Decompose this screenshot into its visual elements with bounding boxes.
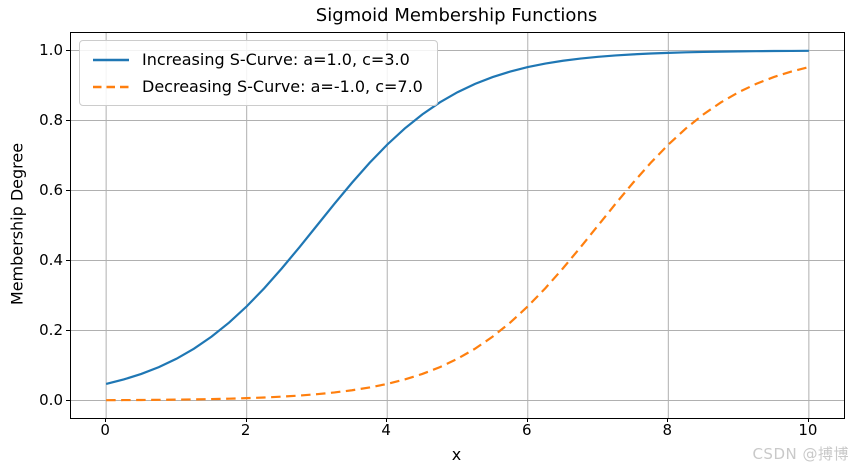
y-axis-label: Membership Degree xyxy=(7,142,27,306)
x-tick-mark-4 xyxy=(667,418,669,422)
y-tick-label-0.0: 0.0 xyxy=(39,390,63,409)
x-tick-mark-3 xyxy=(526,418,528,422)
x-tick-mark-0 xyxy=(105,418,107,422)
y-tick-label-0.4: 0.4 xyxy=(39,250,63,269)
watermark: CSDN @搏博 xyxy=(752,445,849,463)
x-tick-label-8: 8 xyxy=(662,421,673,439)
y-tick-mark-4 xyxy=(66,119,70,121)
legend-label-decreasing: Decreasing S-Curve: a=-1.0, c=7.0 xyxy=(142,77,423,96)
y-tick-label-1.0: 1.0 xyxy=(39,40,63,59)
legend-entry-decreasing: Decreasing S-Curve: a=-1.0, c=7.0 xyxy=(92,75,423,98)
x-axis-label: x xyxy=(451,445,462,464)
x-tick-label-6: 6 xyxy=(522,421,532,439)
x-tick-mark-5 xyxy=(807,418,809,422)
series-line-increasing-s-curve xyxy=(105,49,809,385)
legend-entry-increasing: Increasing S-Curve: a=1.0, c=3.0 xyxy=(92,48,423,71)
legend: Increasing S-Curve: a=1.0, c=3.0 Decreas… xyxy=(79,40,438,106)
legend-line-sample-dashed xyxy=(93,85,129,88)
y-tick-mark-5 xyxy=(66,49,70,51)
x-tick-mark-1 xyxy=(245,418,247,422)
x-tick-label-2: 2 xyxy=(240,421,251,439)
y-tick-label-0.2: 0.2 xyxy=(39,320,63,339)
y-tick-label-0.8: 0.8 xyxy=(39,110,63,129)
series-line-decreasing-s-curve xyxy=(106,66,810,402)
x-tick-mark-2 xyxy=(386,418,388,422)
plot-area: Increasing S-Curve: a=1.0, c=3.0 Decreas… xyxy=(70,32,845,419)
y-tick-mark-2 xyxy=(66,259,70,261)
legend-label-increasing: Increasing S-Curve: a=1.0, c=3.0 xyxy=(142,50,410,69)
x-tick-label-0: 0 xyxy=(100,421,110,439)
x-tick-label-4: 4 xyxy=(381,421,391,439)
y-tick-label-0.6: 0.6 xyxy=(39,180,63,199)
y-tick-mark-3 xyxy=(66,189,70,191)
x-tick-label-10: 10 xyxy=(798,421,818,439)
y-tick-mark-0 xyxy=(66,399,70,401)
chart-title: Sigmoid Membership Functions xyxy=(315,5,598,26)
legend-line-sample-solid xyxy=(93,58,129,61)
y-tick-mark-1 xyxy=(66,329,70,331)
